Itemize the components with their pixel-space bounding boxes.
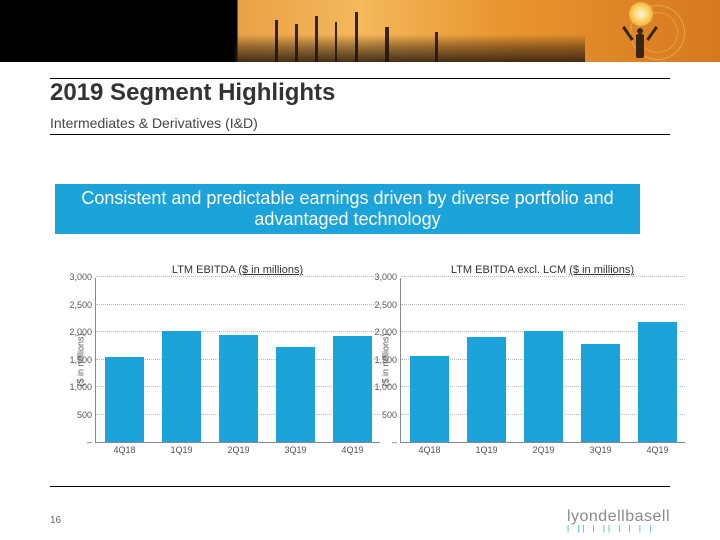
- bar: [105, 357, 145, 442]
- gridline: [401, 304, 685, 305]
- chart-title: LTM EBITDA ($ in millions): [95, 264, 380, 276]
- x-tick-label: 3Q19: [284, 445, 306, 455]
- bar: [581, 344, 621, 442]
- key-message-text: Consistent and predictable earnings driv…: [65, 188, 630, 230]
- gridline: [96, 331, 380, 332]
- x-tick-label: 1Q19: [170, 445, 192, 455]
- x-tick-label: 4Q18: [418, 445, 440, 455]
- y-tick-label: –: [373, 437, 397, 447]
- y-tick-label: 3,000: [373, 272, 397, 282]
- lyondellbasell-logo: lyondellbasell | || | || | | | |: [567, 508, 670, 530]
- chart-plot-area: ($ in millions)–5001,0001,5002,0002,5003…: [400, 278, 685, 443]
- header-banner: [0, 0, 720, 62]
- person-silhouette-icon: [628, 22, 652, 62]
- page-number: 16: [50, 515, 61, 526]
- y-tick-label: 3,000: [68, 272, 92, 282]
- gridline: [401, 276, 685, 277]
- x-tick-label: 4Q19: [646, 445, 668, 455]
- ebitda-chart-right: LTM EBITDA excl. LCM ($ in millions) ($ i…: [400, 264, 685, 443]
- x-tick-label: 2Q19: [227, 445, 249, 455]
- ebitda-chart-left: LTM EBITDA ($ in millions) ($ in millions…: [95, 264, 380, 443]
- bar: [162, 331, 202, 442]
- chart-plot-area: ($ in millions)–5001,0001,5002,0002,5003…: [95, 278, 380, 443]
- y-tick-label: 500: [68, 410, 92, 420]
- y-tick-label: 1,000: [68, 382, 92, 392]
- y-tick-label: 1,500: [68, 355, 92, 365]
- x-tick-label: 2Q19: [532, 445, 554, 455]
- bar: [333, 336, 373, 442]
- bar: [276, 347, 316, 442]
- y-tick-label: –: [68, 437, 92, 447]
- y-tick-label: 2,500: [373, 300, 397, 310]
- y-tick-label: 2,000: [68, 327, 92, 337]
- y-tick-label: 1,000: [373, 382, 397, 392]
- y-tick-label: 1,500: [373, 355, 397, 365]
- chart-title: LTM EBITDA excl. LCM ($ in millions): [400, 264, 685, 276]
- y-tick-label: 2,000: [373, 327, 397, 337]
- gridline: [96, 276, 380, 277]
- x-tick-label: 3Q19: [589, 445, 611, 455]
- slide-title: 2019 Segment Highlights: [50, 79, 670, 107]
- title-rule-bottom: [50, 134, 670, 135]
- gridline: [96, 304, 380, 305]
- slide-subtitle: Intermediates & Derivatives (I&D): [50, 115, 258, 131]
- bar: [638, 322, 678, 442]
- bar: [219, 335, 259, 442]
- logo-text: lyondellbasell: [567, 508, 670, 525]
- footer-rule: [50, 486, 670, 487]
- bar: [410, 356, 450, 442]
- y-tick-label: 2,500: [68, 300, 92, 310]
- bar: [467, 337, 507, 442]
- bar: [524, 331, 564, 442]
- y-tick-label: 500: [373, 410, 397, 420]
- x-tick-label: 1Q19: [475, 445, 497, 455]
- x-tick-label: 4Q18: [113, 445, 135, 455]
- skyline-silhouette: [235, 7, 585, 62]
- key-message-box: Consistent and predictable earnings driv…: [55, 184, 640, 234]
- x-tick-label: 4Q19: [341, 445, 363, 455]
